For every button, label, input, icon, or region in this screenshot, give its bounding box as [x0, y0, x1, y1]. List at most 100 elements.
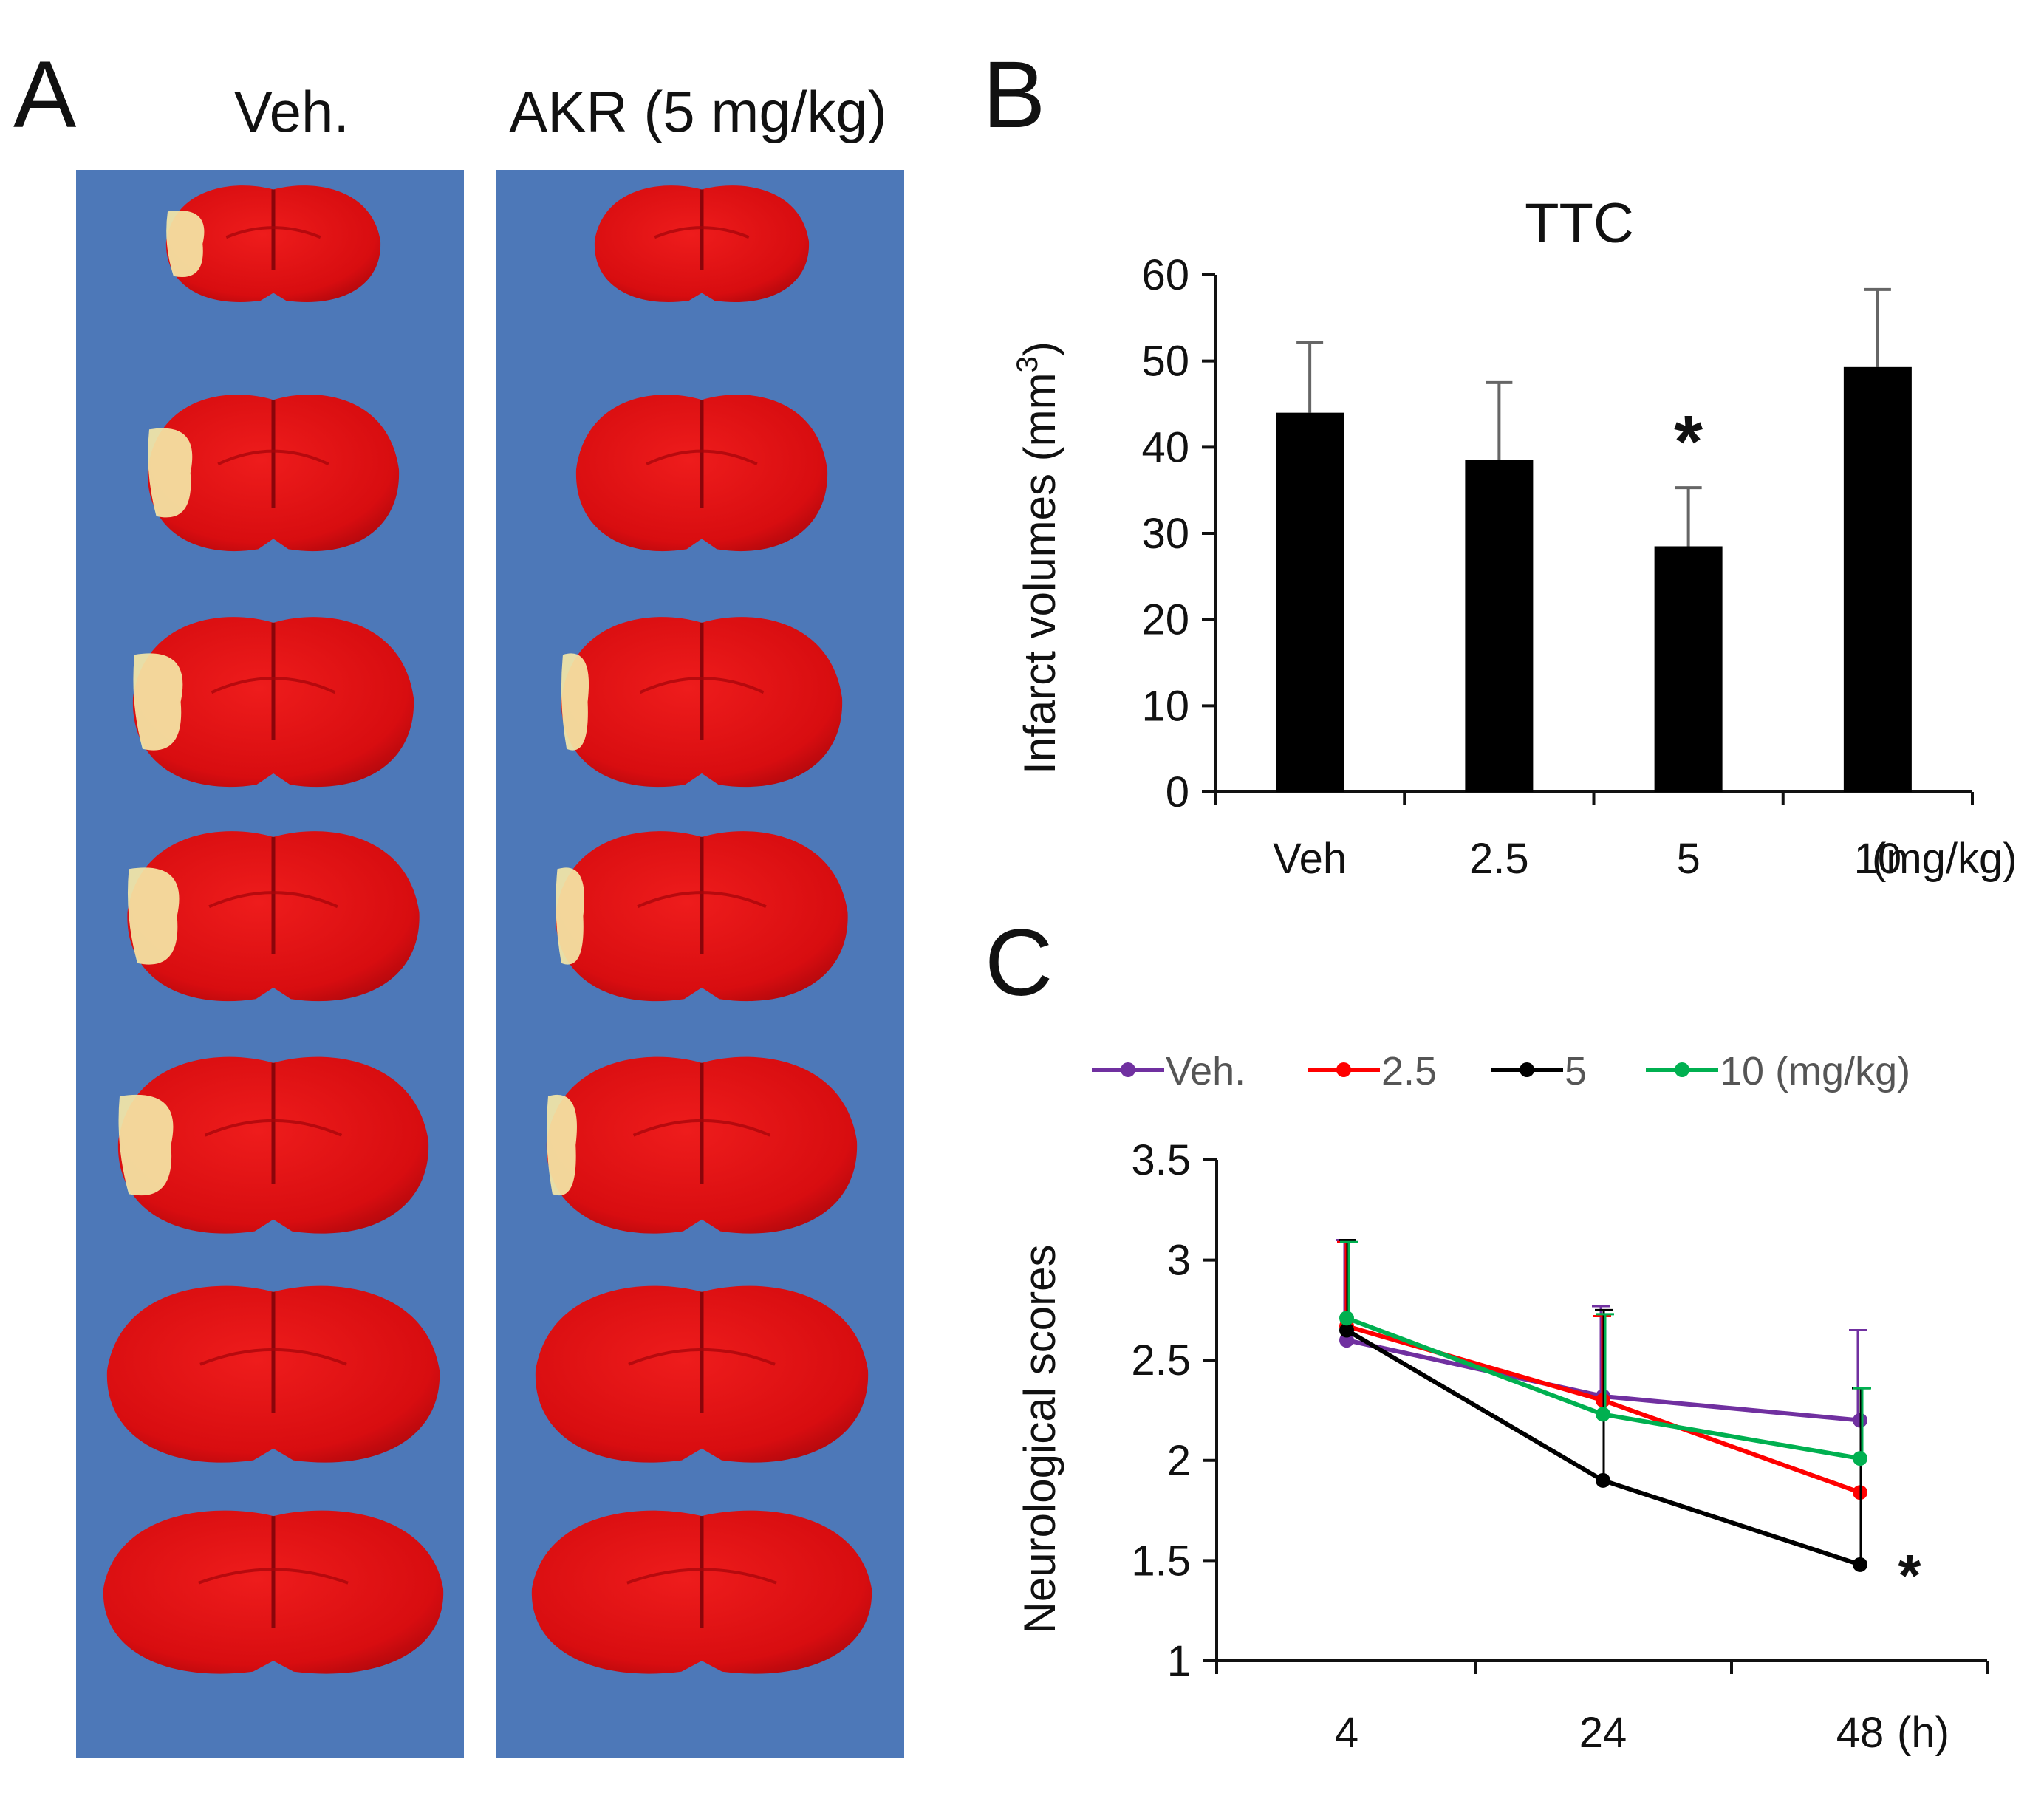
legend-item: 10 (mg/kg) — [1646, 1049, 1910, 1093]
line-chart-y-tick-label: 1.5 — [1131, 1537, 1191, 1585]
legend-swatch-dot — [1675, 1062, 1689, 1077]
legend-label: Veh. — [1166, 1049, 1245, 1093]
bar-chart-y-tick-label: 30 — [1141, 510, 1189, 558]
bar-chart-y-tick-label: 10 — [1141, 682, 1189, 730]
corpus-callosum — [198, 1568, 349, 1585]
bar-category-label: 10 — [1854, 835, 1902, 883]
line-chart-y-tick-label: 2.5 — [1131, 1336, 1191, 1384]
legend-label: 2.5 — [1381, 1049, 1437, 1093]
corpus-callosum — [626, 1568, 777, 1585]
data-point — [1853, 1557, 1867, 1572]
infarct-region — [556, 867, 585, 965]
infarct-region — [133, 653, 183, 751]
bar-chart-y-tick-label: 0 — [1166, 768, 1189, 816]
bar-chart-y-tick-label: 40 — [1141, 423, 1189, 471]
corpus-callosum — [654, 226, 750, 239]
bar-chart-y-tick-label: 60 — [1141, 251, 1189, 299]
corpus-callosum — [632, 1119, 771, 1137]
legend-item: 5 — [1491, 1049, 1587, 1093]
brain-slice — [594, 185, 810, 302]
bar-category-label: 5 — [1676, 835, 1700, 883]
infarct-region — [148, 428, 193, 518]
corpus-callosum — [646, 449, 758, 466]
bar-chart-x-unit-label: (mg/kg) — [1872, 835, 2017, 883]
corpus-callosum — [225, 226, 321, 239]
bar-category-label: Veh — [1273, 835, 1347, 883]
brain-slice — [561, 617, 843, 788]
legend-swatch-dot — [1336, 1062, 1351, 1077]
data-point — [1853, 1451, 1867, 1466]
bar-chart-y-tick-label: 50 — [1141, 338, 1189, 386]
line-chart-y-tick-label: 1 — [1167, 1637, 1191, 1685]
corpus-callosum — [199, 1348, 347, 1366]
akr-slices — [531, 185, 872, 1674]
legend-swatch-dot — [1121, 1062, 1135, 1077]
panel-c: C Neurological scores Veh. 2.5 5 10 (mg/kg)… — [985, 910, 1989, 1757]
data-point — [1339, 1322, 1354, 1338]
line-chart-x-tick-label: 24 — [1579, 1709, 1627, 1757]
brain-slice — [556, 831, 848, 1002]
line-chart-y-tick-label: 3 — [1167, 1237, 1191, 1285]
bar — [1465, 460, 1534, 792]
infarct-region — [127, 867, 180, 965]
line-significance-star: * — [1898, 1543, 1921, 1608]
corpus-callosum — [204, 1119, 343, 1137]
bar — [1843, 366, 1912, 792]
bar — [1276, 412, 1344, 792]
series-3 — [1339, 1240, 1871, 1466]
panel-b: B TTC Infarct volumes (mm3) 0 10 20 30 40 50 6… — [982, 42, 2017, 883]
infarct-region — [546, 1094, 577, 1196]
brain-slice — [117, 1056, 429, 1234]
line-chart-x-tick-label: 4 — [1335, 1709, 1358, 1757]
bar-significance-star: * — [1674, 400, 1703, 483]
brain-slice — [535, 1285, 869, 1463]
akr-column-header: AKR (5 mg/kg) — [509, 79, 886, 144]
brain-slice — [575, 395, 828, 552]
legend-swatch-dot — [1520, 1062, 1534, 1077]
legend-label: 10 (mg/kg) — [1720, 1049, 1910, 1093]
bar — [1654, 546, 1723, 792]
panel-a-letter: A — [13, 42, 77, 148]
line-chart-x-unit-label: (h) — [1897, 1709, 1949, 1757]
corpus-callosum — [628, 1348, 776, 1366]
infarct-region — [118, 1094, 174, 1196]
legend-item: Veh. — [1092, 1049, 1245, 1093]
vehicle-column-header: Veh. — [234, 79, 349, 144]
brain-slice — [103, 1510, 444, 1674]
line-chart-x-tick-label: 48 — [1836, 1709, 1884, 1757]
panel-b-letter: B — [982, 42, 1045, 148]
infarct-region — [561, 653, 589, 751]
brain-slice — [106, 1285, 440, 1463]
line-chart-y-tick-label: 2 — [1167, 1437, 1191, 1485]
line-chart-y-axis-label: Neurological scores — [1015, 1245, 1064, 1634]
bar-chart-y-tick-label: 20 — [1141, 596, 1189, 644]
legend-item: 2.5 — [1308, 1049, 1437, 1093]
corpus-callosum — [639, 677, 765, 694]
data-point — [1596, 1472, 1610, 1488]
brain-slice — [147, 395, 400, 552]
brain-slice — [132, 617, 414, 788]
panel-c-letter: C — [985, 910, 1053, 1016]
line-chart-y-tick-label: 3.5 — [1131, 1136, 1191, 1184]
brain-slice — [546, 1056, 858, 1234]
bar-category-label: 2.5 — [1469, 835, 1529, 883]
vehicle-slices — [103, 185, 444, 1674]
brain-slice — [165, 185, 381, 302]
line-chart: 1 1.5 2 2.5 3 3.5 4 24 48 (h) * — [1131, 1136, 1989, 1757]
legend-label: 5 — [1565, 1049, 1587, 1093]
brain-slice — [127, 831, 420, 1002]
brain-slice — [531, 1510, 872, 1674]
line-chart-legend: Veh. 2.5 5 10 (mg/kg) — [1092, 1049, 1910, 1093]
corpus-callosum — [637, 891, 767, 909]
bar-chart-y-axis-label: Infarct volumes (mm3) — [1011, 341, 1064, 774]
data-point — [1339, 1311, 1354, 1326]
panel-a: A Veh. AKR (5 mg/kg) — [13, 42, 904, 1758]
infarct-region — [166, 211, 205, 277]
bar-chart-title: TTC — [1525, 192, 1634, 255]
data-point — [1596, 1407, 1610, 1422]
corpus-callosum — [208, 891, 338, 909]
corpus-callosum — [217, 449, 329, 466]
corpus-callosum — [211, 677, 336, 694]
